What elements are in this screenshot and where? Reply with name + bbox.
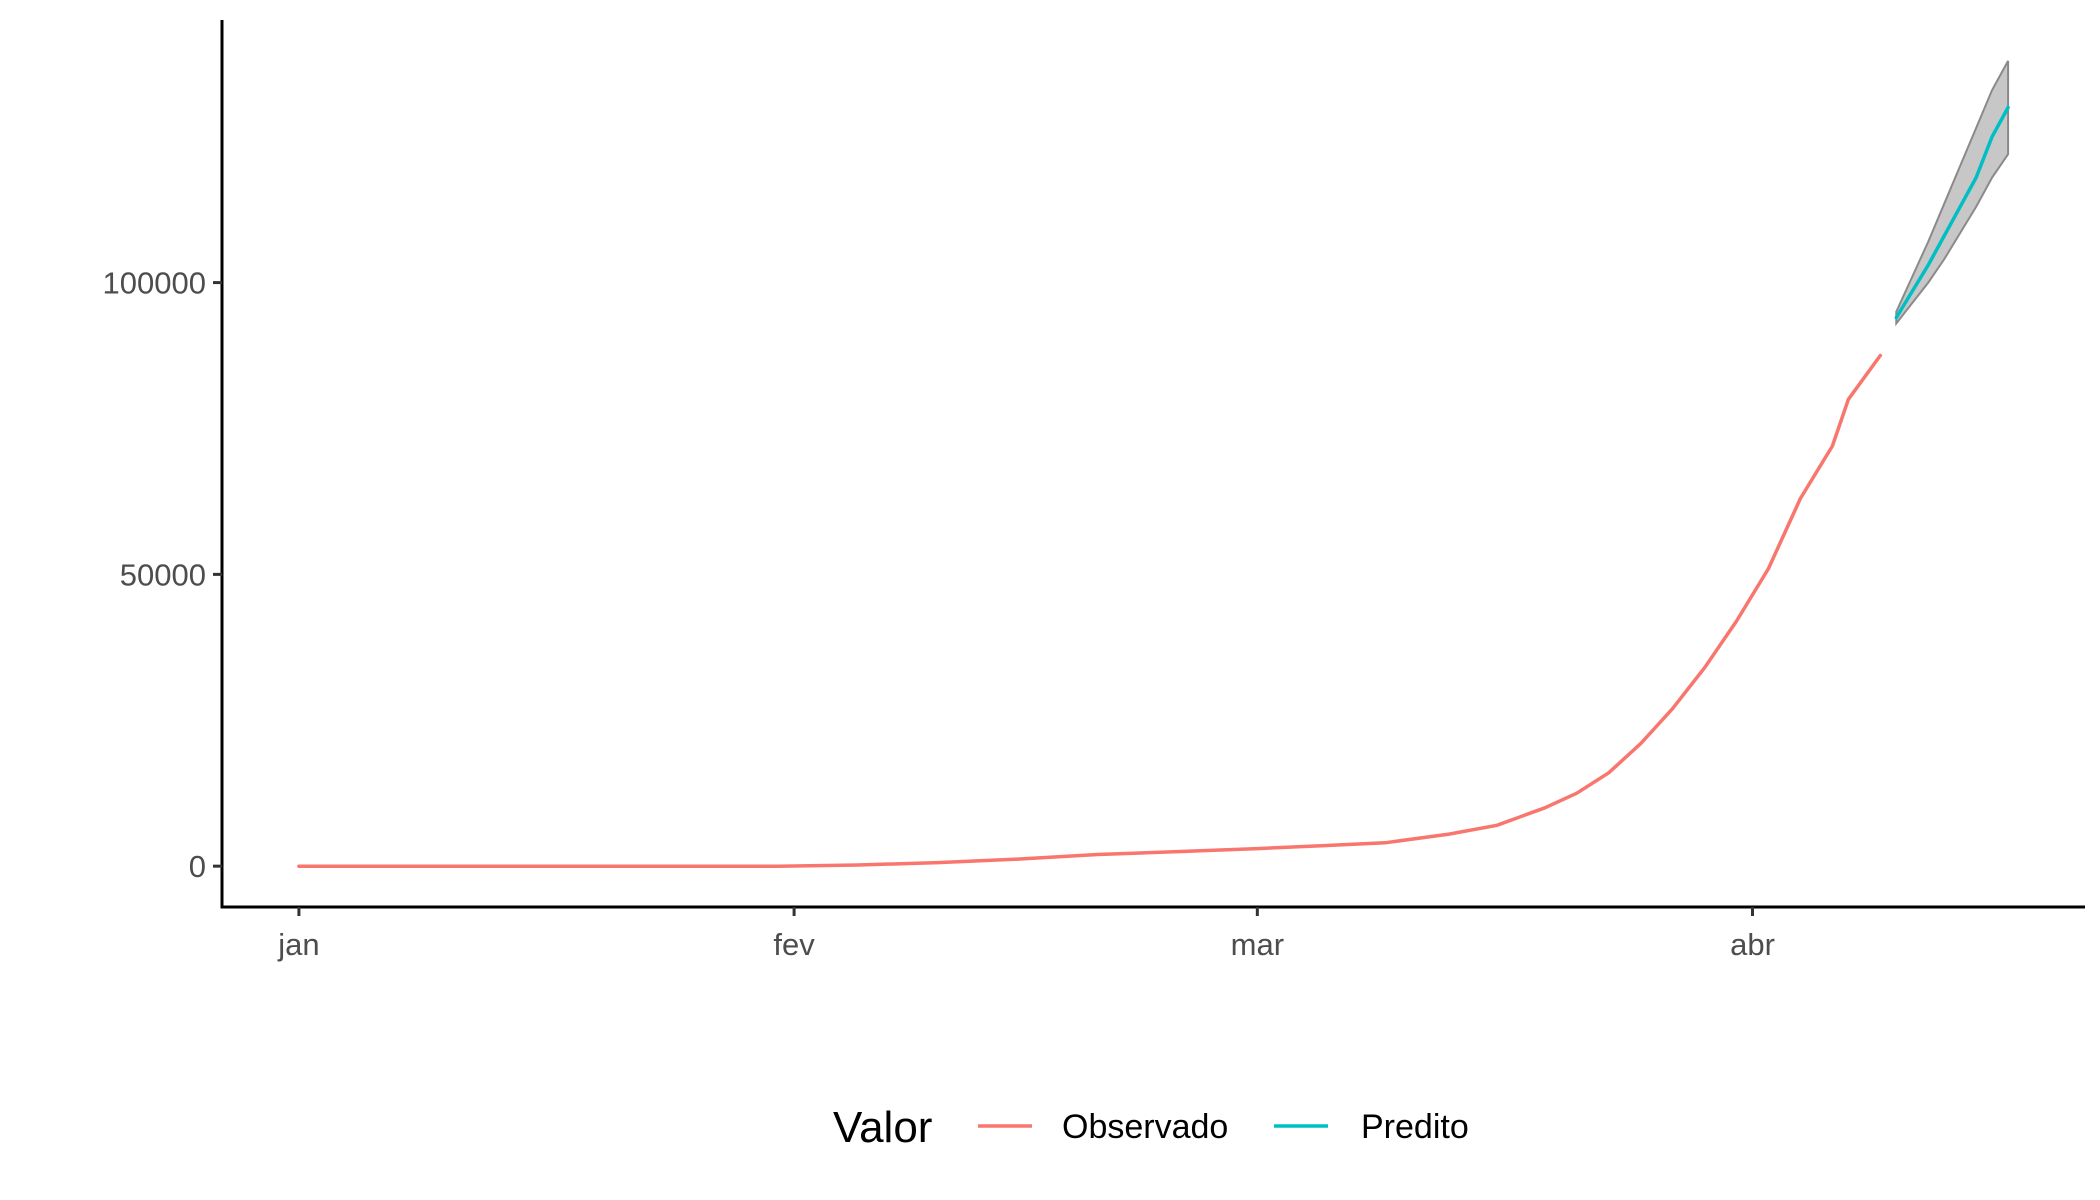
legend-label-observado: Observado	[1062, 1108, 1228, 1146]
series-line-predito	[1894, 105, 2010, 320]
legend-label-predito: Predito	[1361, 1108, 1469, 1146]
x-tick-label: mar	[1231, 927, 1284, 962]
series-line-observado	[297, 353, 1883, 868]
y-tick-label: 50000	[120, 557, 206, 592]
x-tick-label: jan	[277, 927, 319, 962]
y-tick-label: 0	[189, 849, 206, 884]
legend-title: Valor	[833, 1103, 932, 1152]
confidence-band-layer	[1895, 60, 2010, 327]
x-tick-label: fev	[773, 927, 815, 962]
series-lines-layer	[297, 105, 2010, 868]
axes-layer: 0 50000 100000 jan fev mar abr	[103, 20, 2085, 962]
x-tick-label: abr	[1730, 927, 1775, 962]
legend: Valor Observado Predito	[833, 1103, 1469, 1152]
confidence-band-predito	[1895, 60, 2010, 327]
y-tick-label: 100000	[103, 266, 206, 301]
